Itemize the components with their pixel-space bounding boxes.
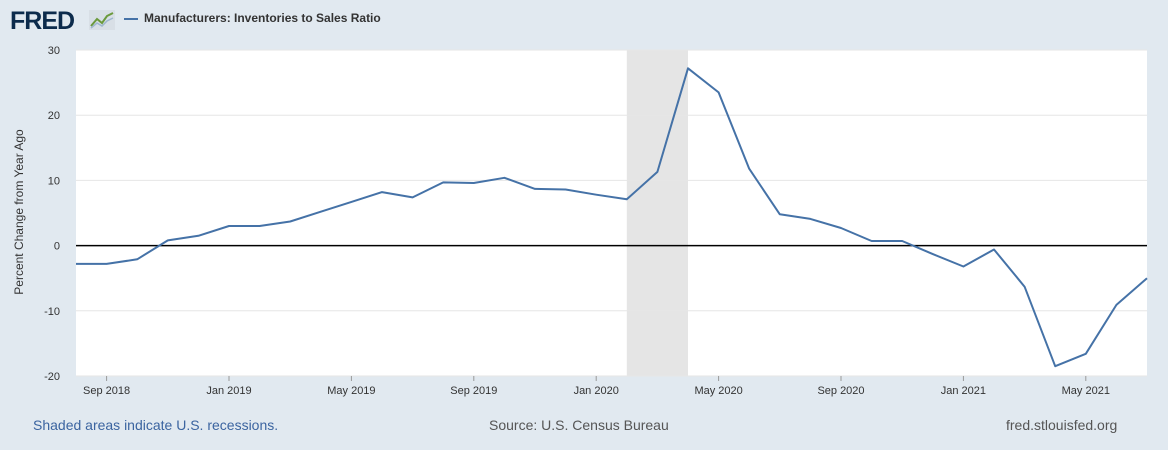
fred-chart-logo-icon [89,10,115,30]
x-tick-label: Jan 2021 [941,385,986,397]
legend-label: Manufacturers: Inventories to Sales Rati… [144,11,381,25]
x-tick-label: Sep 2019 [450,385,497,397]
chart-header: FRED Manufacturers: Inventories to Sales… [0,0,1168,40]
y-tick-label: -10 [44,306,60,318]
site-link[interactable]: fred.stlouisfed.org [1006,417,1118,433]
line-chart: 30 20 10 0 -10 -20 Sep 2018 Jan 2019 May 2019 Se… [12,45,1148,397]
x-tick-label: Jan 2020 [574,385,619,397]
x-tick-label: May 2019 [327,385,375,397]
x-tick-label: Sep 2018 [83,385,130,397]
series-line [76,67,1148,368]
y-tick-label: 10 [48,175,60,187]
y-tick-label: 0 [54,241,60,253]
x-tick-label: Jan 2019 [206,385,251,397]
y-tick-label: 30 [48,45,60,57]
x-tick-label: May 2021 [1062,385,1110,397]
plot-area [76,50,1147,376]
recession-note: Shaded areas indicate U.S. recessions. [33,417,279,433]
x-tick-label: Sep 2020 [817,385,864,397]
y-tick-label: -20 [44,371,60,383]
x-tick-label: May 2020 [694,385,742,397]
legend-swatch [124,18,138,20]
y-axis-label: Percent Change from Year Ago [12,129,26,295]
fred-logo[interactable]: FRED [10,7,75,35]
y-tick-label: 20 [48,110,60,122]
source-note: Source: U.S. Census Bureau [489,417,669,433]
